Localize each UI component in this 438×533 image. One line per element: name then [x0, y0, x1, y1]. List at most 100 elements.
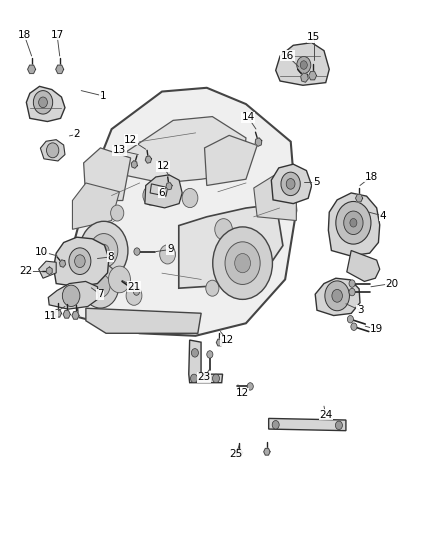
Polygon shape — [253, 175, 296, 221]
Circle shape — [74, 255, 85, 268]
Text: 13: 13 — [113, 146, 126, 155]
Circle shape — [82, 263, 119, 308]
Text: 22: 22 — [19, 266, 32, 276]
Text: 24: 24 — [318, 410, 332, 419]
Text: 12: 12 — [235, 389, 248, 398]
Circle shape — [79, 221, 127, 280]
Polygon shape — [236, 449, 242, 456]
Circle shape — [91, 274, 110, 297]
Circle shape — [350, 323, 356, 330]
Circle shape — [33, 91, 53, 114]
Text: 12: 12 — [124, 135, 137, 144]
Text: 16: 16 — [280, 51, 293, 61]
Text: 10: 10 — [35, 247, 48, 256]
Polygon shape — [271, 164, 311, 204]
Polygon shape — [145, 156, 151, 163]
Text: 12: 12 — [156, 161, 170, 171]
Polygon shape — [275, 43, 328, 85]
Circle shape — [182, 189, 198, 207]
Circle shape — [346, 316, 353, 323]
Polygon shape — [54, 310, 61, 317]
Circle shape — [331, 289, 342, 302]
Text: 5: 5 — [312, 177, 319, 187]
Circle shape — [247, 383, 253, 390]
Text: 21: 21 — [127, 282, 140, 292]
Text: 17: 17 — [50, 30, 64, 39]
Circle shape — [39, 97, 47, 108]
Text: 19: 19 — [369, 325, 382, 334]
Circle shape — [343, 211, 362, 235]
Polygon shape — [39, 261, 56, 278]
Polygon shape — [86, 308, 201, 333]
Circle shape — [234, 254, 250, 273]
Text: 18: 18 — [18, 30, 31, 39]
Polygon shape — [72, 88, 296, 336]
Polygon shape — [268, 418, 345, 431]
Circle shape — [191, 349, 198, 357]
Text: 12: 12 — [220, 335, 233, 345]
Circle shape — [272, 421, 279, 429]
Polygon shape — [28, 65, 35, 74]
Polygon shape — [56, 65, 64, 74]
Circle shape — [110, 205, 124, 221]
Polygon shape — [46, 267, 52, 274]
Text: 6: 6 — [158, 188, 165, 198]
Polygon shape — [355, 195, 362, 202]
Polygon shape — [53, 237, 109, 287]
Circle shape — [348, 288, 354, 296]
Circle shape — [205, 280, 219, 296]
Polygon shape — [216, 339, 222, 346]
Polygon shape — [145, 175, 182, 208]
Polygon shape — [166, 183, 172, 190]
Circle shape — [126, 286, 141, 305]
Polygon shape — [263, 448, 269, 455]
Polygon shape — [59, 260, 65, 267]
Circle shape — [324, 281, 349, 311]
Circle shape — [159, 245, 175, 264]
Text: 14: 14 — [241, 112, 254, 122]
Polygon shape — [254, 138, 261, 147]
Polygon shape — [204, 135, 257, 185]
Polygon shape — [300, 73, 307, 82]
Polygon shape — [48, 281, 99, 309]
Circle shape — [108, 266, 130, 293]
Text: 25: 25 — [229, 449, 242, 459]
Text: 8: 8 — [107, 252, 114, 262]
Text: 15: 15 — [307, 33, 320, 42]
Text: 23: 23 — [197, 373, 210, 382]
Text: 4: 4 — [378, 211, 385, 221]
Circle shape — [300, 61, 307, 69]
Circle shape — [206, 351, 212, 358]
Polygon shape — [308, 71, 316, 80]
Circle shape — [335, 201, 370, 244]
Polygon shape — [40, 140, 65, 161]
Polygon shape — [314, 278, 359, 316]
Circle shape — [190, 374, 197, 383]
Text: 11: 11 — [44, 311, 57, 320]
Circle shape — [214, 219, 232, 240]
Polygon shape — [150, 184, 167, 196]
Polygon shape — [346, 251, 379, 281]
Circle shape — [133, 288, 139, 295]
Polygon shape — [83, 148, 131, 200]
Circle shape — [46, 143, 59, 158]
Polygon shape — [328, 193, 379, 256]
Polygon shape — [188, 340, 222, 383]
Polygon shape — [63, 311, 70, 318]
Text: 1: 1 — [99, 91, 106, 101]
Circle shape — [225, 242, 260, 285]
Circle shape — [212, 227, 272, 300]
Text: 20: 20 — [384, 279, 397, 288]
Text: 3: 3 — [356, 305, 363, 315]
Circle shape — [349, 219, 356, 227]
Polygon shape — [131, 160, 137, 168]
Polygon shape — [72, 312, 79, 319]
Text: 9: 9 — [166, 245, 173, 254]
Polygon shape — [72, 183, 119, 229]
Text: 7: 7 — [96, 289, 103, 299]
Circle shape — [143, 186, 159, 205]
Circle shape — [296, 56, 310, 74]
Circle shape — [335, 421, 342, 430]
Circle shape — [286, 179, 294, 189]
Circle shape — [280, 172, 300, 196]
